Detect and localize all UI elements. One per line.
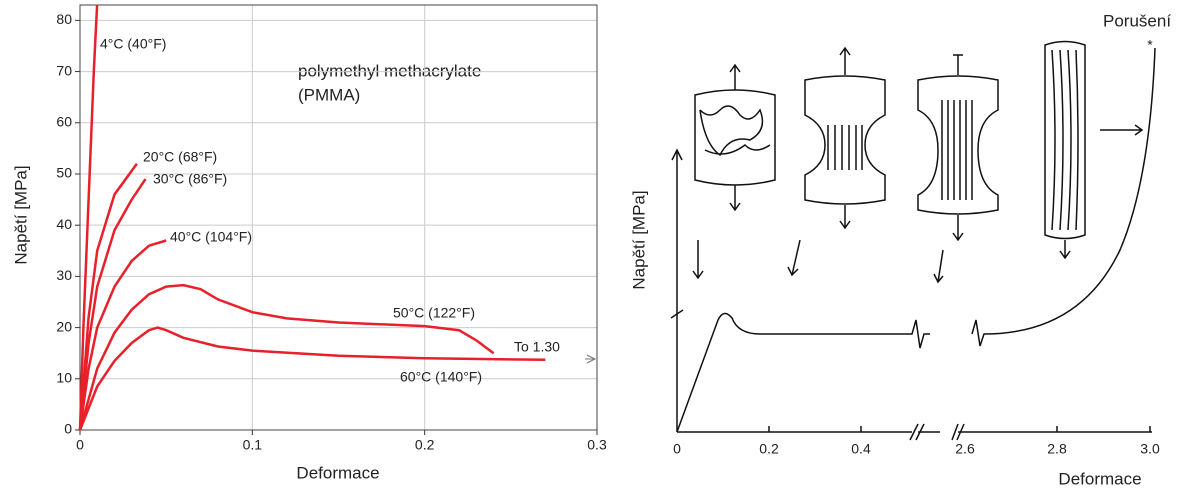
break-label: Porušení [1103, 11, 1171, 30]
series-line [78, 162, 138, 431]
x-tick-label: 0 [673, 441, 681, 457]
series-label: 30°C (86°F) [153, 171, 227, 187]
y-tick-label: 40 [56, 216, 72, 232]
y-tick-label: 10 [56, 369, 72, 385]
annotation: polymethyl methacrylate [298, 61, 481, 80]
y-axis-label: Napětí [MPa] [629, 190, 648, 289]
series-line [78, 178, 147, 431]
arrow [585, 354, 597, 364]
x-tick-label: 0.2 [759, 441, 779, 457]
x-tick-label: 0 [76, 437, 84, 453]
y-tick-label: 30 [56, 267, 72, 283]
x-tick-label: 0.3 [587, 437, 607, 453]
schematic-curve [676, 47, 1156, 433]
stress-strain-chart: Napětí [MPa] Deformace polymethyl methac… [11, 4, 607, 482]
x-tick-label: 3.0 [1140, 441, 1160, 457]
plot-frame [79, 4, 598, 431]
series-line [78, 239, 167, 431]
x-tick-label: 0.4 [851, 441, 871, 457]
y-axis-label: Napětí [MPa] [11, 165, 30, 264]
specimens [692, 40, 1144, 284]
series-line [78, 283, 495, 431]
y-tick-label: 80 [56, 11, 72, 27]
x-axis-label: Deformace [1058, 469, 1141, 488]
annotation: (PMMA) [298, 85, 360, 104]
y-tick-label: 60 [56, 113, 72, 129]
axes [670, 148, 1152, 441]
series-label: 50°C (122°F) [393, 305, 475, 321]
schematic: Napětí [MPa] Deformace Porušení * [629, 11, 1171, 488]
series-label: 20°C (68°F) [143, 149, 217, 165]
x-tick-label: 2.8 [1047, 441, 1067, 457]
break-mark: * [1147, 37, 1153, 53]
series-line [78, 326, 546, 431]
series-label: 60°C (140°F) [400, 369, 482, 385]
x-tick-label: 0.2 [415, 437, 435, 453]
series-label: 4°C (40°F) [100, 36, 166, 52]
series-label: 40°C (104°F) [170, 229, 252, 245]
x-tick-label: 2.6 [955, 441, 975, 457]
arrow-note: To 1.30 [514, 339, 560, 355]
x-axis-label: Deformace [296, 463, 379, 482]
y-tick-label: 70 [56, 62, 72, 78]
series-line [78, 4, 99, 431]
x-tick-label: 0.1 [243, 437, 263, 453]
y-tick-label: 0 [64, 421, 72, 437]
y-tick-label: 20 [56, 318, 72, 334]
y-tick-label: 50 [56, 165, 72, 181]
